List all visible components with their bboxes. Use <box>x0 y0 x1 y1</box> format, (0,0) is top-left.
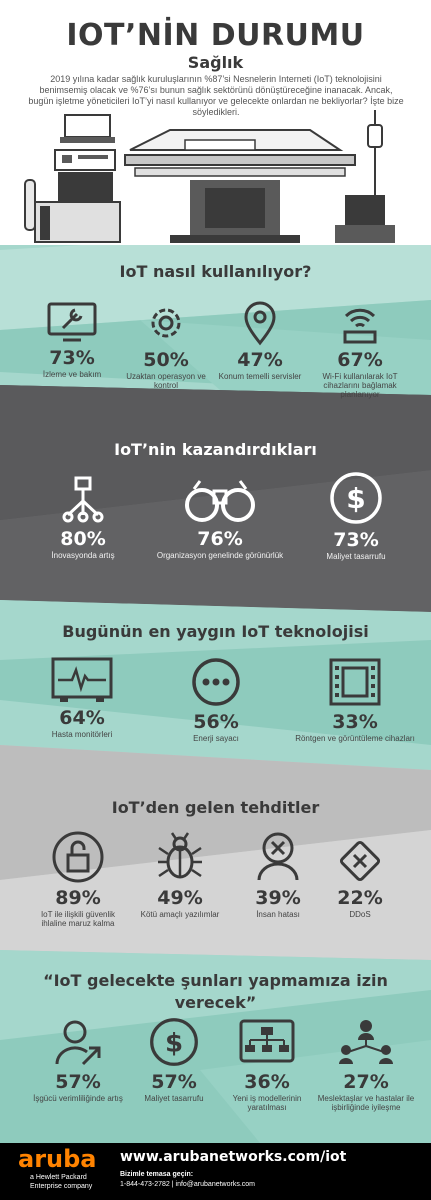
user-error-icon <box>257 832 299 881</box>
usage-item-location: 47% Konum temelli servisler <box>216 300 304 381</box>
usage-label: İzleme ve bakım <box>42 370 102 379</box>
usage-pct: 67% <box>337 349 383 371</box>
benefits-item-cost: $ 73% Maliyet tasarrufu <box>306 470 406 561</box>
usage-label: Wi-Fi kullanılarak IoT cihazlarını bağla… <box>322 372 398 399</box>
future-section-title: “IoT gelecekte şunları yapmamıza izin ve… <box>43 971 388 1012</box>
contact-heading: Bizimle temasa geçin: <box>120 1171 194 1178</box>
usage-item-monitoring: 73% İzleme ve bakım <box>28 300 116 379</box>
threats-label: IoT ile ilişkili güvenlik ihlaline maruz… <box>40 910 116 928</box>
user-growth-icon <box>55 1020 101 1066</box>
future-pct: 27% <box>343 1071 389 1093</box>
threats-pct: 39% <box>255 887 301 909</box>
energy-meter-icon <box>192 658 240 706</box>
broken-lock-icon <box>52 831 104 883</box>
usage-section-title: IoT nasıl kullanılıyor? <box>119 262 312 281</box>
hospital-equipment-illustration <box>24 110 395 243</box>
header: IOT’NİN DURUMU Sağlık 2019 yılına kadar … <box>0 0 431 245</box>
benefits-item-innovation: 80% İnovasyonda artış <box>28 475 138 560</box>
intro-text: 2019 yılına kadar sağlık kuruluşlarının … <box>28 74 404 117</box>
future-pct: 57% <box>55 1071 101 1093</box>
future-label: Meslektaşlar ve hastalar ile işbirliğind… <box>317 1094 415 1112</box>
usage-item-wifi: 67% Wi-Fi kullanılarak IoT cihazlarını b… <box>312 300 408 399</box>
threats-pct: 22% <box>337 887 383 909</box>
usage-label: Konum temelli servisler <box>218 372 302 381</box>
benefits-section-title: IoT’nin kazandırdıkları <box>114 440 317 459</box>
tech-section-title: Bugünün en yaygın IoT teknolojisi <box>62 622 369 641</box>
threats-item-breach: 89% IoT ile ilişkili güvenlik ihlaline m… <box>28 830 128 928</box>
page-title: IOT’NİN DURUMU <box>66 18 365 53</box>
benefits-pct: 73% <box>333 529 379 551</box>
benefits-pct: 80% <box>60 528 106 550</box>
gear-icon <box>151 308 181 338</box>
page-subtitle: Sağlık <box>187 53 244 72</box>
film-icon <box>329 658 381 706</box>
threats-pct: 49% <box>157 887 203 909</box>
svg-text:$: $ <box>346 482 365 515</box>
logo-tagline: a Hewlett Packard <box>30 1174 87 1181</box>
future-label: Yeni iş modellerinin yaratılması <box>232 1094 302 1112</box>
usage-pct: 73% <box>49 347 95 369</box>
future-item-business-models: 36% Yeni iş modellerinin yaratılması <box>222 1018 312 1112</box>
tech-label: Röntgen ve görüntüleme cihazları <box>295 734 415 743</box>
binoculars-icon <box>185 480 255 522</box>
ddos-icon <box>339 840 381 882</box>
threats-label: Kötü amaçlı yazılımlar <box>140 910 220 919</box>
threats-item-human-error: 39% İnsan hatası <box>236 830 320 919</box>
aruba-logo[interactable]: aruba <box>18 1145 97 1173</box>
monitor-wrench-icon <box>47 302 97 342</box>
location-pin-icon <box>244 301 276 346</box>
benefits-item-visibility: 76% Organizasyon genelinde görünürlük <box>150 475 290 560</box>
tech-label: Enerji sayacı <box>193 734 239 743</box>
tech-item-patient-monitor: 64% Hasta monitörleri <box>32 656 132 739</box>
logo-tagline: Enterprise company <box>30 1183 93 1190</box>
future-label: Maliyet tasarrufu <box>144 1094 204 1103</box>
org-chart-icon <box>239 1019 295 1063</box>
threats-label: İnsan hatası <box>256 910 300 919</box>
footer: aruba a Hewlett Packard Enterprise compa… <box>0 1143 431 1200</box>
future-item-workforce: 57% İşgücü verimliliğinde artış <box>28 1018 128 1103</box>
threats-item-ddos: 22% DDoS <box>322 838 398 919</box>
future-pct: 57% <box>151 1071 197 1093</box>
svg-text:$: $ <box>165 1028 183 1058</box>
usage-pct: 47% <box>237 349 283 371</box>
usage-item-remote: 50% Uzaktan operasyon ve kontrol <box>122 300 210 390</box>
future-label: İşgücü verimliliğinde artış <box>33 1094 123 1103</box>
future-pct: 36% <box>244 1071 290 1093</box>
tech-pct: 64% <box>59 707 105 729</box>
benefits-label: İnovasyonda artış <box>51 551 115 560</box>
future-item-cost: $ 57% Maliyet tasarrufu <box>132 1016 216 1103</box>
usage-pct: 50% <box>143 349 189 371</box>
threats-section-title: IoT’den gelen tehditler <box>111 798 320 817</box>
threats-pct: 89% <box>55 887 101 909</box>
tech-item-energy-meter: 56% Enerji sayacı <box>168 656 264 743</box>
benefits-label: Organizasyon genelinde görünürlük <box>156 551 284 560</box>
benefits-label: Maliyet tasarrufu <box>326 552 386 561</box>
dollar-icon: $ <box>150 1018 198 1066</box>
website-link[interactable]: www.arubanetworks.com/iot <box>120 1149 347 1165</box>
heart-monitor-icon <box>51 657 113 702</box>
network-tree-icon <box>62 476 104 523</box>
tech-pct: 33% <box>332 711 378 733</box>
benefits-pct: 76% <box>197 528 243 550</box>
threats-item-malware: 49% Kötü amaçlı yazılımlar <box>134 830 226 919</box>
threats-label: DDoS <box>349 910 371 919</box>
dollar-icon: $ <box>330 472 382 524</box>
wifi-router-icon <box>343 308 377 344</box>
usage-label: Uzaktan operasyon ve kontrol <box>126 372 206 390</box>
bug-icon <box>158 832 202 879</box>
contact-info[interactable]: 1-844-473-2782 | info@arubanetworks.com <box>120 1181 255 1188</box>
collaboration-icon <box>339 1020 393 1064</box>
tech-label: Hasta monitörleri <box>51 730 113 739</box>
future-item-collaboration: 27% Meslektaşlar ve hastalar ile işbirli… <box>316 1018 416 1112</box>
tech-pct: 56% <box>193 711 239 733</box>
tech-item-imaging: 33% Röntgen ve görüntüleme cihazları <box>290 656 420 743</box>
